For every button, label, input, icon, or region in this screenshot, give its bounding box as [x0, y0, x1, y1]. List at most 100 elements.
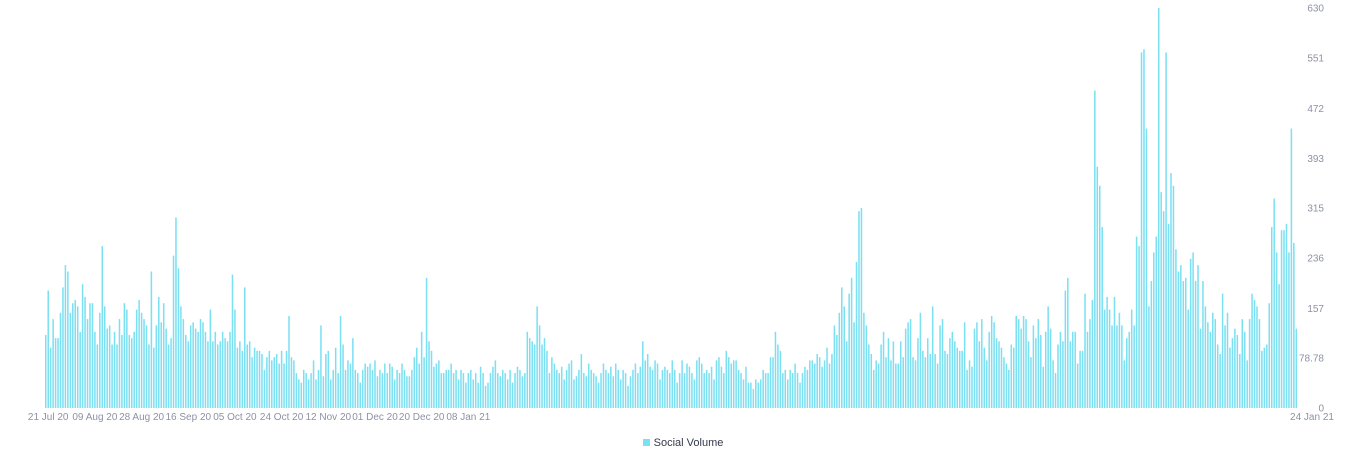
bar[interactable]: [371, 369, 374, 408]
bar[interactable]: [393, 379, 396, 408]
bar[interactable]: [755, 379, 757, 408]
bar[interactable]: [904, 328, 907, 408]
bar[interactable]: [413, 357, 416, 408]
bar[interactable]: [784, 369, 787, 408]
bar[interactable]: [192, 322, 194, 408]
bar[interactable]: [1231, 338, 1234, 408]
bar[interactable]: [472, 379, 475, 408]
bar[interactable]: [740, 373, 742, 408]
bar[interactable]: [602, 363, 605, 408]
bar[interactable]: [541, 344, 543, 408]
bar[interactable]: [661, 369, 664, 408]
bar[interactable]: [1248, 319, 1251, 408]
bar[interactable]: [696, 360, 698, 408]
bar[interactable]: [288, 315, 290, 408]
bar[interactable]: [207, 341, 209, 408]
bar[interactable]: [1293, 242, 1295, 408]
bar[interactable]: [1123, 360, 1126, 408]
bar[interactable]: [509, 369, 511, 408]
bar[interactable]: [447, 369, 450, 408]
bar[interactable]: [327, 350, 330, 408]
bar[interactable]: [946, 354, 949, 408]
bar[interactable]: [231, 274, 234, 408]
bar[interactable]: [521, 376, 524, 408]
bar[interactable]: [121, 334, 123, 408]
bar[interactable]: [455, 369, 457, 408]
bar[interactable]: [1261, 350, 1263, 408]
bar[interactable]: [1153, 252, 1155, 408]
bar[interactable]: [344, 369, 347, 408]
bar[interactable]: [1052, 360, 1054, 408]
bar[interactable]: [501, 369, 504, 408]
bar[interactable]: [529, 338, 531, 408]
bar[interactable]: [688, 366, 691, 408]
bar[interactable]: [728, 357, 730, 408]
bar[interactable]: [882, 331, 885, 408]
bar[interactable]: [283, 363, 285, 408]
bar[interactable]: [573, 379, 575, 408]
bar[interactable]: [654, 360, 656, 408]
bar[interactable]: [816, 354, 818, 408]
bar[interactable]: [339, 315, 342, 408]
bar[interactable]: [1091, 300, 1094, 408]
bar[interactable]: [703, 373, 705, 408]
bar[interactable]: [931, 306, 934, 408]
bar[interactable]: [1015, 315, 1017, 408]
bar[interactable]: [644, 360, 646, 408]
bar[interactable]: [244, 287, 246, 408]
bar[interactable]: [91, 303, 94, 408]
bar[interactable]: [614, 363, 617, 408]
bar[interactable]: [182, 319, 185, 408]
bar[interactable]: [116, 344, 118, 408]
bar[interactable]: [479, 366, 482, 408]
bar[interactable]: [1170, 173, 1172, 408]
bar[interactable]: [666, 369, 669, 408]
bar[interactable]: [1069, 341, 1072, 408]
bar[interactable]: [86, 319, 89, 408]
bar[interactable]: [403, 369, 406, 408]
bar[interactable]: [94, 331, 96, 408]
bar[interactable]: [779, 350, 782, 408]
bar[interactable]: [1280, 230, 1283, 408]
bar[interactable]: [411, 369, 413, 408]
bar[interactable]: [135, 309, 138, 408]
bar[interactable]: [396, 369, 398, 408]
bar[interactable]: [747, 382, 750, 408]
bar[interactable]: [376, 376, 379, 408]
bar[interactable]: [1013, 347, 1015, 408]
bar[interactable]: [430, 350, 433, 408]
bar[interactable]: [720, 366, 723, 408]
bar[interactable]: [578, 369, 580, 408]
bar[interactable]: [885, 357, 887, 408]
bar[interactable]: [1010, 344, 1013, 408]
bar[interactable]: [1126, 338, 1128, 408]
bar[interactable]: [59, 312, 62, 408]
bar[interactable]: [202, 322, 204, 408]
bar[interactable]: [804, 366, 806, 408]
bar[interactable]: [293, 360, 295, 408]
bar[interactable]: [1263, 347, 1266, 408]
bar[interactable]: [836, 334, 838, 408]
bar[interactable]: [72, 303, 74, 408]
bar[interactable]: [536, 306, 538, 408]
bar[interactable]: [320, 325, 322, 408]
bar[interactable]: [153, 347, 155, 408]
bar[interactable]: [194, 328, 197, 408]
bar[interactable]: [236, 347, 239, 408]
bar[interactable]: [764, 373, 767, 408]
bar[interactable]: [853, 322, 855, 408]
bar[interactable]: [325, 354, 327, 408]
bar[interactable]: [494, 360, 497, 408]
bar[interactable]: [1035, 338, 1037, 408]
bar[interactable]: [1081, 350, 1084, 408]
bar[interactable]: [762, 369, 764, 408]
bar[interactable]: [971, 366, 973, 408]
bar[interactable]: [934, 354, 936, 408]
bar[interactable]: [592, 373, 595, 408]
bar[interactable]: [212, 341, 214, 408]
bar[interactable]: [1022, 315, 1025, 408]
bar[interactable]: [1138, 246, 1140, 408]
bar[interactable]: [546, 350, 548, 408]
bar[interactable]: [275, 354, 278, 408]
bar[interactable]: [723, 373, 725, 408]
